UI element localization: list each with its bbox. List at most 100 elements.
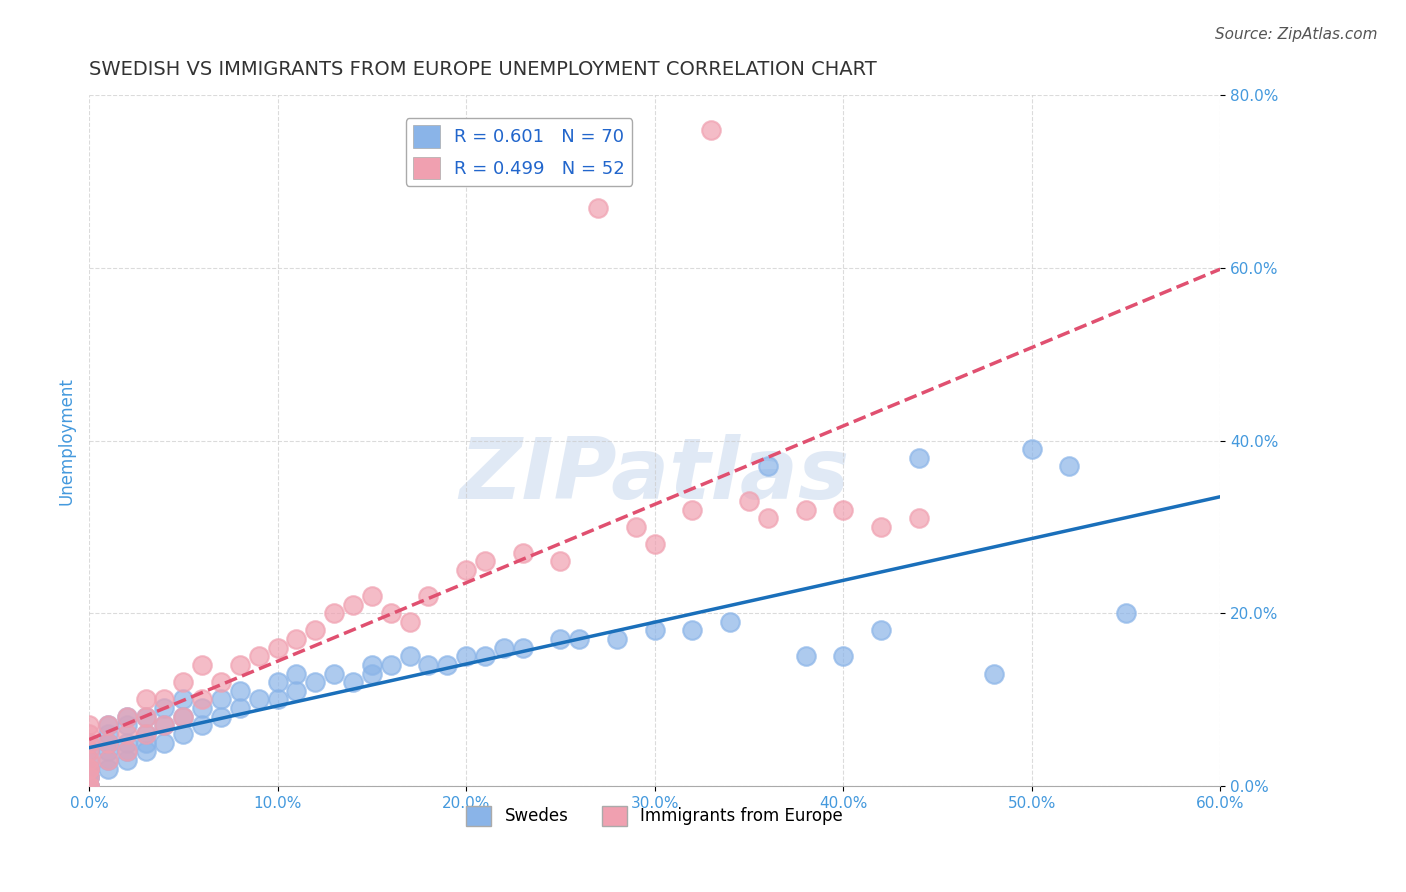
Point [97, 753, 120, 767]
Point [77, 779, 100, 793]
Point [304, 624, 326, 638]
Point [247, 649, 270, 664]
Point [606, 632, 628, 646]
Point [77, 736, 100, 750]
Point [418, 657, 440, 672]
Point [870, 624, 893, 638]
Text: SWEDISH VS IMMIGRANTS FROM EUROPE UNEMPLOYMENT CORRELATION CHART: SWEDISH VS IMMIGRANTS FROM EUROPE UNEMPL… [89, 60, 877, 78]
Point [115, 753, 138, 767]
Point [97, 762, 120, 776]
Point [97, 753, 120, 767]
Point [832, 502, 855, 516]
Point [77, 744, 100, 758]
Point [794, 502, 817, 516]
Point [700, 123, 723, 137]
Point [1115, 606, 1137, 620]
Point [1059, 459, 1081, 474]
Point [209, 692, 232, 706]
Point [115, 710, 138, 724]
Point [172, 710, 194, 724]
Point [1021, 442, 1043, 457]
Point [550, 554, 572, 568]
Point [492, 640, 515, 655]
Point [77, 736, 100, 750]
Point [398, 649, 420, 664]
Point [135, 727, 157, 741]
Point [191, 701, 214, 715]
Point [135, 727, 157, 741]
Point [229, 657, 252, 672]
Point [115, 727, 138, 741]
Point [756, 511, 779, 525]
Point [209, 675, 232, 690]
Point [266, 692, 288, 706]
Point [77, 779, 100, 793]
Point [456, 649, 478, 664]
Point [135, 692, 157, 706]
Point [97, 736, 120, 750]
Point [644, 624, 666, 638]
Point [247, 692, 270, 706]
Point [77, 753, 100, 767]
Point [342, 598, 364, 612]
Point [172, 727, 194, 741]
Point [97, 736, 120, 750]
Point [153, 701, 176, 715]
Point [398, 615, 420, 629]
Point [266, 675, 288, 690]
Text: Source: ZipAtlas.com: Source: ZipAtlas.com [1215, 27, 1378, 42]
Point [172, 675, 194, 690]
Point [77, 770, 100, 784]
Point [681, 502, 703, 516]
Point [172, 692, 194, 706]
Point [135, 710, 157, 724]
Point [77, 762, 100, 776]
Point [191, 692, 214, 706]
Point [115, 744, 138, 758]
Point [77, 718, 100, 732]
Point [512, 546, 534, 560]
Point [870, 520, 893, 534]
Point [229, 684, 252, 698]
Point [172, 710, 194, 724]
Point [285, 666, 308, 681]
Point [153, 718, 176, 732]
Point [436, 657, 458, 672]
Point [360, 589, 382, 603]
Point [115, 710, 138, 724]
Point [135, 744, 157, 758]
Point [77, 762, 100, 776]
Point [360, 666, 382, 681]
Point [191, 718, 214, 732]
Point [77, 744, 100, 758]
Point [77, 779, 100, 793]
Point [474, 554, 496, 568]
Point [229, 701, 252, 715]
Point [97, 744, 120, 758]
Point [115, 718, 138, 732]
Point [77, 779, 100, 793]
Point [77, 770, 100, 784]
Point [77, 762, 100, 776]
Point [832, 649, 855, 664]
Point [456, 563, 478, 577]
Point [115, 744, 138, 758]
Point [323, 666, 346, 681]
Point [77, 753, 100, 767]
Point [681, 624, 703, 638]
Point [97, 727, 120, 741]
Point [418, 589, 440, 603]
Point [135, 710, 157, 724]
Point [285, 684, 308, 698]
Point [266, 640, 288, 655]
Point [153, 718, 176, 732]
Point [342, 675, 364, 690]
Point [191, 657, 214, 672]
Legend: Swedes, Immigrants from Europe: Swedes, Immigrants from Europe [460, 799, 849, 832]
Point [550, 632, 572, 646]
Point [907, 511, 929, 525]
Point [77, 727, 100, 741]
Point [77, 770, 100, 784]
Point [380, 657, 402, 672]
Point [77, 762, 100, 776]
